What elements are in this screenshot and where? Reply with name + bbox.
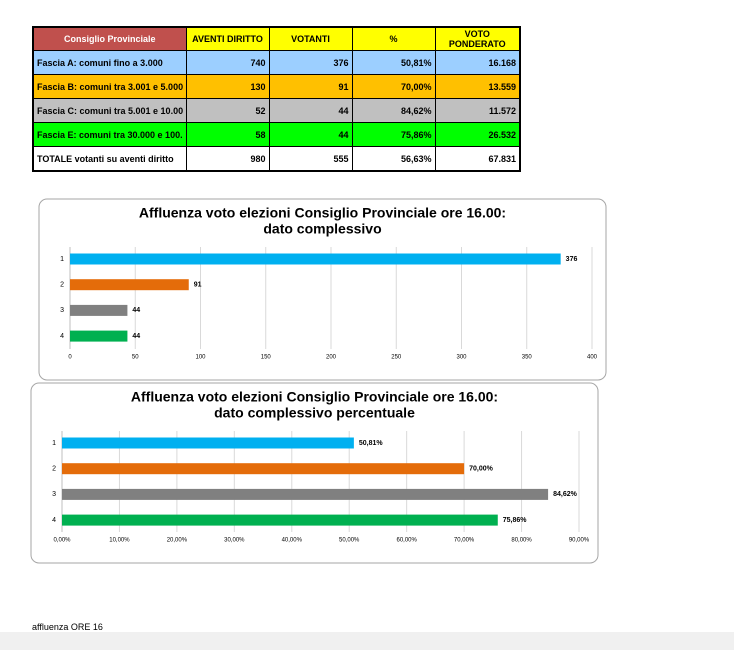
table-cell: 11.572	[434, 98, 521, 123]
table-cell: Fascia C: comuni tra 5.001 e 10.00	[32, 98, 187, 123]
header-cell: VOTANTI	[268, 26, 353, 51]
table-cell: 91	[268, 74, 353, 99]
x-tick-label: 60,00%	[396, 538, 417, 544]
data-label: 75,86%	[503, 517, 528, 524]
y-tick-label: 2	[52, 466, 56, 473]
x-tick-label: 20,00%	[167, 538, 188, 544]
table-row: Fascia A: comuni fino a 3.000 740 376 50,81…	[32, 50, 521, 75]
data-label: 91	[194, 282, 202, 289]
y-tick-label: 1	[60, 256, 64, 263]
chart-title: Affluenza voto elezioni Consiglio Provin…	[131, 389, 498, 405]
header-cell: VOTO PONDERATO	[434, 26, 521, 51]
data-label: 84,62%	[553, 491, 578, 498]
bar	[70, 253, 561, 265]
chart-title: dato complessivo percentuale	[214, 405, 415, 421]
bar	[62, 463, 465, 475]
y-tick-label: 4	[60, 333, 64, 340]
table-cell: 44	[268, 98, 353, 123]
y-tick-label: 4	[52, 517, 56, 524]
header-cell: Consiglio Provinciale	[32, 26, 187, 51]
status-bar	[0, 632, 734, 650]
x-tick-label: 350	[522, 355, 533, 361]
table-cell: 52	[185, 98, 270, 123]
y-tick-label: 3	[52, 491, 56, 498]
x-tick-label: 100	[195, 355, 206, 361]
bar	[62, 437, 354, 449]
x-tick-label: 300	[456, 355, 467, 361]
x-tick-label: 50,00%	[339, 538, 360, 544]
x-tick-label: 50	[132, 355, 139, 361]
table-cell: 44	[268, 122, 353, 147]
table-cell: 980	[185, 146, 270, 172]
table-row: TOTALE votanti su aventi diritto 980 555 56…	[32, 146, 521, 172]
y-tick-label: 2	[60, 282, 64, 289]
chart-frame	[38, 198, 607, 381]
x-tick-label: 30,00%	[224, 538, 245, 544]
table-cell: 50,81%	[351, 50, 436, 75]
table-cell: Fascia E: comuni tra 30.000 e 100.	[32, 122, 187, 147]
table-cell: TOTALE votanti su aventi diritto	[32, 146, 187, 172]
table-cell: 130	[185, 74, 270, 99]
x-tick-label: 90,00%	[569, 538, 590, 544]
data-label: 50,81%	[359, 440, 384, 447]
table-cell: 84,62%	[351, 98, 436, 123]
x-tick-label: 0,00%	[53, 538, 71, 544]
bar	[70, 279, 189, 291]
table-cell: 70,00%	[351, 74, 436, 99]
chart-title: Affluenza voto elezioni Consiglio Provin…	[139, 205, 506, 221]
x-tick-label: 250	[391, 355, 402, 361]
table-row: Fascia E: comuni tra 30.000 e 100. 58 44 75…	[32, 122, 521, 147]
table-cell: 56,63%	[351, 146, 436, 172]
y-tick-label: 3	[60, 307, 64, 314]
x-tick-label: 200	[326, 355, 337, 361]
x-tick-label: 0	[68, 355, 72, 361]
data-label: 44	[132, 307, 140, 314]
data-label: 70,00%	[469, 466, 494, 473]
table-cell: Fascia A: comuni fino a 3.000	[32, 50, 187, 75]
table-cell: Fascia B: comuni tra 3.001 e 5.000	[32, 74, 187, 99]
x-tick-label: 150	[261, 355, 272, 361]
table-cell: 376	[268, 50, 353, 75]
x-tick-label: 40,00%	[282, 538, 303, 544]
sheet-label: affluenza ORE 16	[32, 622, 103, 632]
header-cell: %	[351, 26, 436, 51]
data-table: Consiglio Provinciale AVENTI DIRITTO VOTAN…	[32, 26, 521, 172]
y-tick-label: 1	[52, 440, 56, 447]
bar	[62, 514, 498, 526]
x-tick-label: 10,00%	[109, 538, 130, 544]
header-cell: AVENTI DIRITTO	[185, 26, 270, 51]
bar	[70, 304, 128, 316]
table-cell: 16.168	[434, 50, 521, 75]
data-label: 376	[566, 256, 578, 263]
table-cell: 67.831	[434, 146, 521, 172]
table-cell: 26.532	[434, 122, 521, 147]
x-tick-label: 400	[587, 355, 598, 361]
table-cell: 75,86%	[351, 122, 436, 147]
table-cell: 740	[185, 50, 270, 75]
table-row: Fascia C: comuni tra 5.001 e 10.00 52 44 84…	[32, 98, 521, 123]
bar	[70, 330, 128, 342]
x-tick-label: 70,00%	[454, 538, 475, 544]
chart-title: dato complessivo	[263, 221, 381, 237]
data-label: 44	[132, 333, 140, 340]
x-tick-label: 80,00%	[511, 538, 532, 544]
table-row: Fascia B: comuni tra 3.001 e 5.000 130 91 7…	[32, 74, 521, 99]
table-cell: 58	[185, 122, 270, 147]
bar	[62, 488, 549, 500]
header-row: Consiglio Provinciale AVENTI DIRITTO VOTAN…	[32, 26, 521, 51]
table-cell: 13.559	[434, 74, 521, 99]
table-cell: 555	[268, 146, 353, 172]
